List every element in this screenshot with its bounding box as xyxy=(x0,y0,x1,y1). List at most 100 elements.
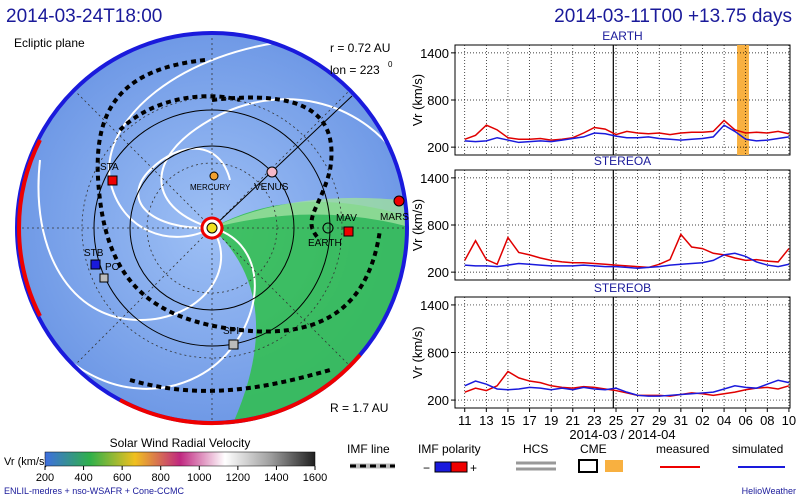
polar-plot: STA MERCURY VENUS EARTH MAV MARS STB PO … xyxy=(14,31,409,426)
legend-measured: measured xyxy=(656,442,709,456)
label-po: PO xyxy=(105,262,120,273)
x-tick-label: 23 xyxy=(587,413,601,428)
y-axis-label: Vr (km/s) xyxy=(410,326,425,378)
legend-hcs: HCS xyxy=(523,442,548,456)
polar-R: R = 1.7 AU xyxy=(330,401,388,415)
label-stb: STB xyxy=(84,248,104,259)
fast-wind-edge xyxy=(212,197,407,230)
po xyxy=(99,273,109,283)
venus-orbit xyxy=(129,145,295,311)
legend-imf-line: IMF line xyxy=(347,442,390,456)
x-tick-label: 02 xyxy=(695,413,709,428)
legend-cme: CME xyxy=(580,442,607,456)
x-tick-label: 21 xyxy=(566,413,580,428)
colorbar: Solar Wind Radial Velocity Vr (km/s) 200… xyxy=(4,436,327,484)
y-tick-label: 1400 xyxy=(420,46,449,61)
x-tick-label: 06 xyxy=(738,413,752,428)
series-line xyxy=(464,124,790,144)
label-venus: VENUS xyxy=(254,182,289,193)
footer-brand: HelioWeather xyxy=(742,486,796,496)
fast-wind xyxy=(212,201,407,423)
y-tick-label: 800 xyxy=(427,218,449,233)
sun xyxy=(206,222,218,234)
rim-red xyxy=(119,353,362,426)
earth xyxy=(322,222,334,234)
x-tick-label: 31 xyxy=(674,413,688,428)
legend-polarity-pos xyxy=(450,461,468,473)
y-tick-label: 200 xyxy=(427,265,449,280)
x-tick-label: 13 xyxy=(479,413,493,428)
x-tick-label: 17 xyxy=(522,413,536,428)
x-tick-label: 27 xyxy=(630,413,644,428)
legend-cme-box xyxy=(578,459,598,473)
legend-minus: − xyxy=(423,461,430,475)
polar-lon: lon = 223 xyxy=(330,63,380,77)
panel: 200 800 1400 EARTH Vr (km/s) xyxy=(410,29,791,156)
rim-red xyxy=(17,139,42,317)
x-tick-label: 15 xyxy=(501,413,515,428)
panel-title: STEREOB xyxy=(594,281,651,295)
y-tick-label: 1400 xyxy=(420,298,449,313)
series-line xyxy=(464,379,790,397)
panel-title: STEREOA xyxy=(594,154,651,168)
hcs xyxy=(95,58,382,393)
panel: 200 800 1400 STEREOA Vr (km/s) xyxy=(410,154,791,281)
panel: 200 800 1400 STEREOB Vr (km/s) 11 13 15 17 19 21 23… xyxy=(410,281,796,442)
colorbar-tick-label: 1600 xyxy=(303,472,327,484)
earth-orbit xyxy=(93,109,331,347)
mav xyxy=(343,226,354,237)
polar-r: r = 0.72 AU xyxy=(330,41,390,55)
label-earth: EARTH xyxy=(308,238,342,249)
colorbar-tick-label: 800 xyxy=(152,472,170,484)
colorbar-tick-label: 1400 xyxy=(264,472,288,484)
x-axis-label: 2014-03 / 2014-04 xyxy=(569,427,675,442)
x-tick-label: 10 xyxy=(782,413,796,428)
label-mav: MAV xyxy=(336,213,357,224)
legend-imf-polarity: IMF polarity xyxy=(418,442,481,456)
x-tick-label: 19 xyxy=(544,413,558,428)
colorbar-gradient xyxy=(44,451,316,467)
polar-title: Ecliptic plane xyxy=(14,36,85,50)
legend-simulated: simulated xyxy=(732,442,783,456)
colorbar-tick-label: 600 xyxy=(113,472,131,484)
label-spi: SPI xyxy=(223,326,239,337)
colorbar-tick-label: 400 xyxy=(74,472,92,484)
legend: IMF line IMF polarity − + HCS CME measur… xyxy=(347,442,785,475)
legend-cme-band xyxy=(605,460,623,472)
legend-plus: + xyxy=(470,461,477,475)
cme-band xyxy=(737,45,749,155)
colorbar-tick-label: 1200 xyxy=(226,472,250,484)
spi xyxy=(228,339,239,350)
footer-credit: ENLIL-medres + nso-WSAFR + Cone-CCMC xyxy=(4,486,185,496)
colorbar-title: Solar Wind Radial Velocity xyxy=(110,436,251,450)
series-line xyxy=(464,233,790,269)
x-tick-label: 29 xyxy=(652,413,666,428)
legend-polarity-neg xyxy=(434,461,452,473)
y-tick-label: 200 xyxy=(427,393,449,408)
y-tick-label: 200 xyxy=(427,140,449,155)
x-tick-label: 04 xyxy=(717,413,731,428)
colorbar-tick-label: 1000 xyxy=(187,472,211,484)
panel-title: EARTH xyxy=(602,29,642,43)
polar-lon-sup: 0 xyxy=(388,60,393,69)
header-range: 2014-03-11T00 +13.75 days xyxy=(554,6,792,27)
plot-area xyxy=(454,169,791,281)
label-sta: STA xyxy=(100,162,119,173)
header-time: 2014-03-24T18:00 xyxy=(6,6,162,27)
series-line xyxy=(464,252,790,269)
x-tick-label: 08 xyxy=(760,413,774,428)
label-mercury: MERCURY xyxy=(190,183,231,192)
series-line xyxy=(464,370,790,397)
colorbar-label: Vr (km/s) xyxy=(4,456,48,468)
label-mars: MARS xyxy=(380,212,409,223)
y-tick-label: 800 xyxy=(427,93,449,108)
venus-line xyxy=(211,95,353,229)
venus xyxy=(266,166,278,178)
stb xyxy=(90,259,101,270)
colorbar-tick-label: 200 xyxy=(36,472,54,484)
y-tick-label: 800 xyxy=(427,346,449,361)
y-axis-label: Vr (km/s) xyxy=(410,199,425,251)
y-tick-label: 1400 xyxy=(420,171,449,186)
mars xyxy=(393,195,405,207)
